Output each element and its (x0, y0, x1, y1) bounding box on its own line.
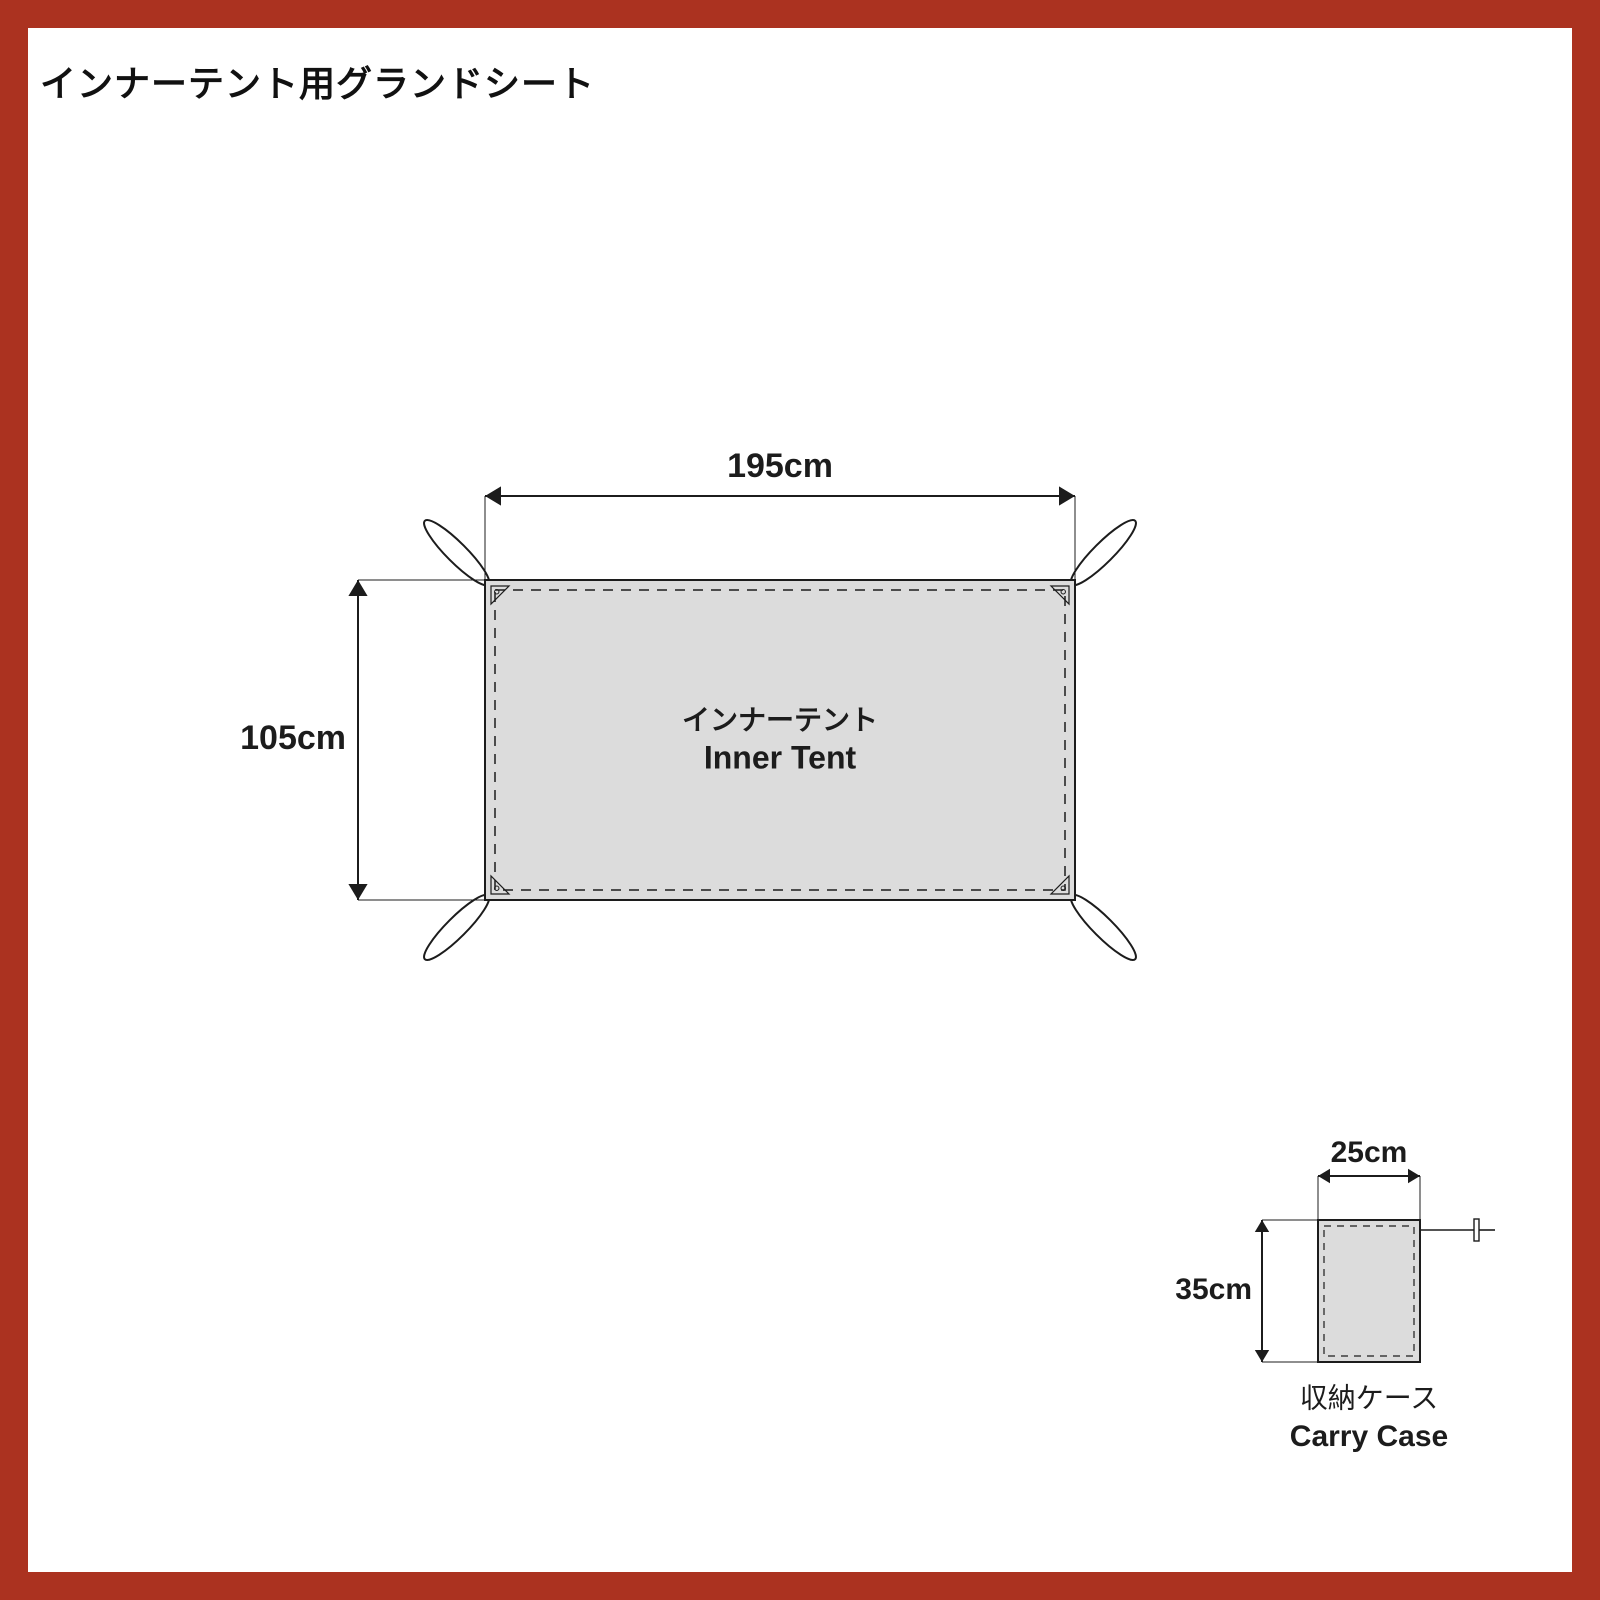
svg-text:195cm: 195cm (727, 447, 833, 485)
svg-text:収納ケース: 収納ケース (1300, 1382, 1439, 1413)
svg-text:105cm: 105cm (240, 719, 346, 757)
svg-text:35cm: 35cm (1175, 1273, 1252, 1306)
svg-text:Inner Tent: Inner Tent (704, 739, 857, 775)
diagram-frame: インナーテント Inner Tent 195cm 105cm 25cm 35cm 収納ケース… (0, 0, 1600, 1600)
svg-text:25cm: 25cm (1331, 1136, 1408, 1169)
diagram-svg: インナーテント Inner Tent 195cm 105cm 25cm 35cm 収納ケース… (0, 0, 1600, 1600)
page-title: インナーテント用グランドシート (40, 55, 595, 107)
svg-text:Carry Case: Carry Case (1290, 1420, 1448, 1453)
svg-text:インナーテント: インナーテント (682, 704, 878, 735)
